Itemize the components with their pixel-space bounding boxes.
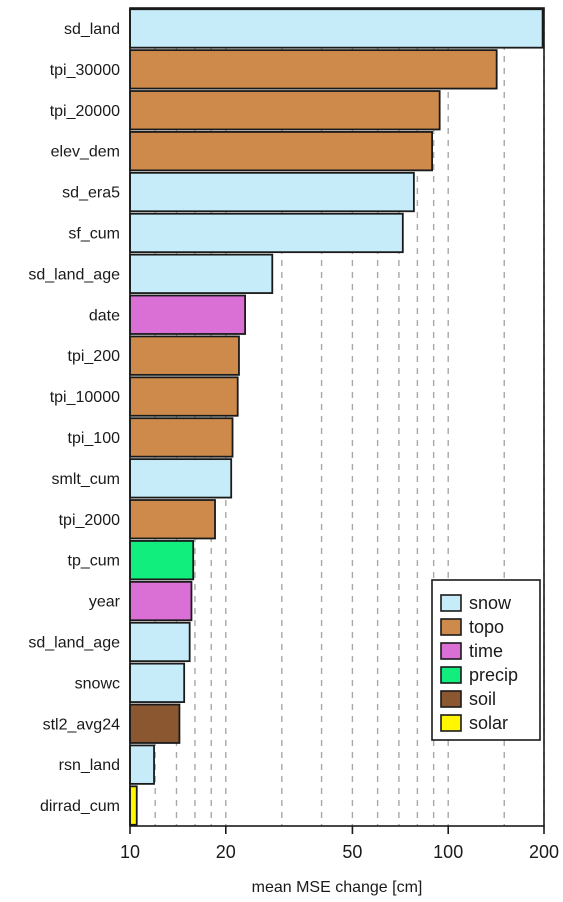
category-label: tpi_200 [68,348,121,365]
category-label: date [89,307,120,324]
category-label: dirrad_cum [40,798,120,815]
legend-label: time [469,641,503,661]
bar-tpi_2000 [129,499,216,540]
legend-label: solar [469,713,508,733]
bar-dirrad_cum [129,785,138,826]
bar-snowc [129,662,186,703]
bar-sf_cum [129,212,404,254]
legend-label: precip [469,665,518,685]
category-label: sd_era5 [62,185,120,202]
category-label: sf_cum [68,225,120,242]
category-label: year [89,594,121,611]
category-label: rsn_land [59,757,120,774]
category-label: tpi_10000 [50,389,120,406]
category-label: tpi_2000 [59,512,120,529]
legend-label: topo [469,617,504,637]
legend: snow topo time precip soil solar [431,579,541,741]
category-label: sd_land [64,21,120,38]
category-label: snowc [75,675,120,692]
plot-frame [129,7,545,827]
category-label: tpi_30000 [50,62,120,79]
bar-tp_cum [129,540,195,581]
bar-sd_era5 [129,171,415,213]
x-axis-ticks: 10 20 50 100 200 [120,826,559,862]
bar-year [129,580,193,622]
bar-tpi_200 [129,335,240,376]
bar-tpi_20000 [129,90,441,131]
legend-swatch-precip [440,666,462,684]
legend-swatch-soil [440,690,462,708]
legend-swatch-solar [440,714,462,732]
category-label: smlt_cum [52,471,120,488]
x-tick-label: 10 [120,842,140,862]
x-tick-label: 200 [529,842,559,862]
x-tick-label: 50 [342,842,362,862]
category-labels: sd_land tpi_30000 tpi_20000 elev_dem sd_era5… [28,21,120,815]
bar-stl2_avg24 [129,703,181,744]
x-axis-label: mean MSE change [cm] [252,879,423,896]
legend-label: soil [469,689,496,709]
bar-rsn_land [129,744,155,785]
category-label: tpi_20000 [50,103,120,120]
category-label: sd_land_age [28,266,120,283]
category-label: tpi_100 [68,430,121,447]
legend-swatch-time [440,642,462,660]
legend-swatch-snow [440,594,462,612]
category-label: sd_land_age [28,634,120,651]
bar-date [129,294,247,335]
category-label: elev_dem [51,144,120,161]
legend-label: snow [469,593,512,613]
bar-sd_land_age [129,621,191,663]
category-label: tp_cum [68,553,120,570]
bars [129,8,544,826]
bar-elev_dem [129,131,434,172]
x-tick-label: 20 [216,842,236,862]
category-label: stl2_avg24 [43,716,120,733]
legend-swatch-topo [440,618,462,636]
bar-tpi_10000 [129,376,239,417]
x-tick-label: 100 [433,842,463,862]
bar-smlt_cum [129,458,233,499]
bar-sd_land_age [129,253,274,294]
bar-tpi_100 [129,417,234,458]
bar-tpi_30000 [129,49,498,90]
bar-sd_land [129,8,544,49]
